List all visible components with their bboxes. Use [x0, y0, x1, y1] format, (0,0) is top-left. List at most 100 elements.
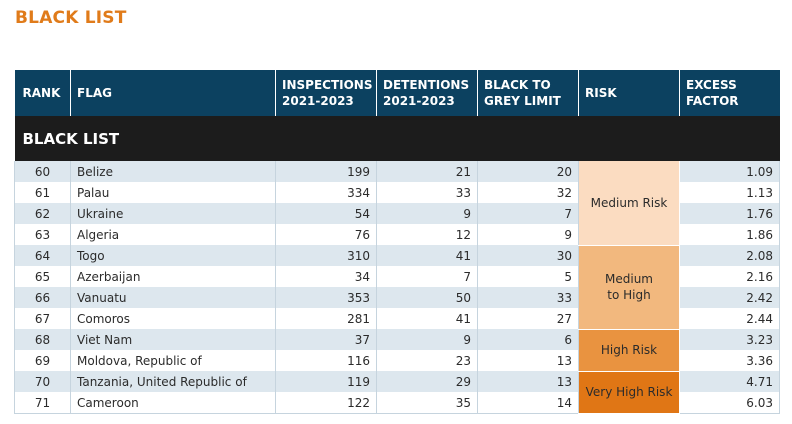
table-row: 65 Azerbaijan 34 7 5 2.16 — [14, 266, 780, 287]
detentions-cell: 12 — [376, 224, 478, 245]
excess-cell: 2.42 — [679, 287, 780, 308]
inspections-cell: 122 — [275, 392, 377, 414]
flag-cell: Belize — [70, 161, 276, 182]
limit-cell: 20 — [477, 161, 579, 182]
limit-cell: 5 — [477, 266, 579, 287]
inspections-cell: 54 — [275, 203, 377, 224]
rank-cell: 62 — [14, 203, 71, 224]
limit-cell: 9 — [477, 224, 579, 245]
detentions-cell: 21 — [376, 161, 478, 182]
flag-cell: Cameroon — [70, 392, 276, 414]
limit-cell: 13 — [477, 371, 579, 392]
black-list-table: RANK FLAG INSPECTIONS 2021-2023 DETENTIO… — [14, 70, 780, 414]
limit-cell: 30 — [477, 245, 579, 266]
inspections-cell: 76 — [275, 224, 377, 245]
flag-cell: Algeria — [70, 224, 276, 245]
detentions-cell: 50 — [376, 287, 478, 308]
inspections-cell: 116 — [275, 350, 377, 371]
excess-cell: 1.13 — [679, 182, 780, 203]
section-row: BLACK LIST — [14, 116, 780, 161]
table-row: 62 Ukraine 54 9 7 1.76 — [14, 203, 780, 224]
inspections-cell: 199 — [275, 161, 377, 182]
excess-cell: 2.16 — [679, 266, 780, 287]
risk-medium-to-high-cell: Medium to High — [578, 245, 680, 330]
inspections-cell: 334 — [275, 182, 377, 203]
flag-cell: Palau — [70, 182, 276, 203]
table-row: 68 Viet Nam 37 9 6 High Risk 3.23 — [14, 329, 780, 372]
detentions-cell: 23 — [376, 350, 478, 371]
rank-cell: 61 — [14, 182, 71, 203]
table-row: 63 Algeria 76 12 9 1.86 — [14, 224, 780, 245]
rank-cell: 68 — [14, 329, 71, 350]
excess-cell: 3.23 — [679, 329, 780, 350]
rank-cell: 66 — [14, 287, 71, 308]
rank-cell: 60 — [14, 161, 71, 182]
rank-cell: 65 — [14, 266, 71, 287]
risk-very-high-cell: Very High Risk — [578, 371, 680, 414]
rank-cell: 64 — [14, 245, 71, 266]
excess-cell: 4.71 — [679, 371, 780, 392]
rank-cell: 63 — [14, 224, 71, 245]
rank-cell: 67 — [14, 308, 71, 329]
table-row: 71 Cameroon 122 35 14 6.03 — [14, 392, 780, 414]
limit-cell: 33 — [477, 287, 579, 308]
flag-cell: Togo — [70, 245, 276, 266]
table-row: 60 Belize 199 21 20 Medium Risk 1.09 — [14, 161, 780, 246]
detentions-cell: 41 — [376, 245, 478, 266]
flag-cell: Tanzania, United Republic of — [70, 371, 276, 392]
limit-cell: 27 — [477, 308, 579, 329]
table-row: 70 Tanzania, United Republic of 119 29 1… — [14, 371, 780, 414]
table-row: 64 Togo 310 41 30 Medium to High 2.08 — [14, 245, 780, 330]
excess-cell: 1.76 — [679, 203, 780, 224]
detentions-cell: 33 — [376, 182, 478, 203]
flag-cell: Azerbaijan — [70, 266, 276, 287]
table-row: 67 Comoros 281 41 27 2.44 — [14, 308, 780, 329]
detentions-cell: 9 — [376, 203, 478, 224]
table-row: 61 Palau 334 33 32 1.13 — [14, 182, 780, 203]
page-title: BLACK LIST — [15, 8, 127, 28]
detentions-cell: 41 — [376, 308, 478, 329]
risk-high-cell: High Risk — [578, 329, 680, 372]
limit-cell: 7 — [477, 203, 579, 224]
inspections-cell: 310 — [275, 245, 377, 266]
rank-cell: 71 — [14, 392, 71, 414]
flag-cell: Viet Nam — [70, 329, 276, 350]
flag-cell: Moldova, Republic of — [70, 350, 276, 371]
excess-cell: 3.36 — [679, 350, 780, 371]
header-detentions: DETENTIONS 2021-2023 — [376, 70, 478, 116]
excess-cell: 2.44 — [679, 308, 780, 329]
inspections-cell: 281 — [275, 308, 377, 329]
header-excess: EXCESS FACTOR — [679, 70, 780, 116]
excess-cell: 6.03 — [679, 392, 780, 414]
detentions-cell: 29 — [376, 371, 478, 392]
inspections-cell: 37 — [275, 329, 377, 350]
inspections-cell: 119 — [275, 371, 377, 392]
rank-cell: 69 — [14, 350, 71, 371]
excess-cell: 2.08 — [679, 245, 780, 266]
flag-cell: Vanuatu — [70, 287, 276, 308]
inspections-cell: 34 — [275, 266, 377, 287]
inspections-cell: 353 — [275, 287, 377, 308]
detentions-cell: 35 — [376, 392, 478, 414]
flag-cell: Ukraine — [70, 203, 276, 224]
rank-cell: 70 — [14, 371, 71, 392]
limit-cell: 6 — [477, 329, 579, 350]
header-rank: RANK — [14, 70, 71, 116]
flag-cell: Comoros — [70, 308, 276, 329]
header-row: RANK FLAG INSPECTIONS 2021-2023 DETENTIO… — [14, 70, 780, 116]
table-row: 69 Moldova, Republic of 116 23 13 3.36 — [14, 350, 780, 371]
section-label: BLACK LIST — [14, 116, 780, 161]
header-inspections: INSPECTIONS 2021-2023 — [275, 70, 377, 116]
detentions-cell: 7 — [376, 266, 478, 287]
header-flag: FLAG — [70, 70, 276, 116]
table-row: 66 Vanuatu 353 50 33 2.42 — [14, 287, 780, 308]
excess-cell: 1.09 — [679, 161, 780, 182]
risk-medium-cell: Medium Risk — [578, 161, 680, 246]
limit-cell: 13 — [477, 350, 579, 371]
limit-cell: 14 — [477, 392, 579, 414]
detentions-cell: 9 — [376, 329, 478, 350]
header-black-to-grey: BLACK TO GREY LIMIT — [477, 70, 579, 116]
limit-cell: 32 — [477, 182, 579, 203]
excess-cell: 1.86 — [679, 224, 780, 245]
header-risk: RISK — [578, 70, 680, 116]
